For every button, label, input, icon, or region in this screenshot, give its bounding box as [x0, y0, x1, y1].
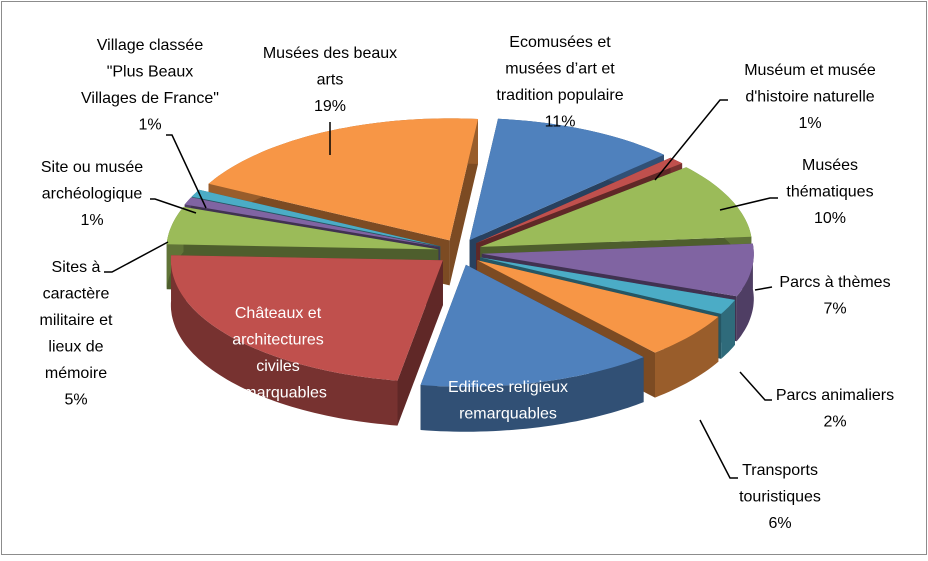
- slice: [166, 206, 439, 250]
- category-label: Parcs animaliers: [776, 387, 894, 404]
- value-label: 1%: [798, 115, 821, 132]
- value-label: 2%: [823, 414, 846, 431]
- slice: [191, 189, 441, 247]
- slice-wall: [170, 255, 398, 426]
- category-label: Ecomusées et musées d’art et tradition pop…: [496, 34, 623, 104]
- value-label: 11%: [545, 114, 576, 131]
- value-label: 7%: [823, 301, 846, 318]
- pie: [166, 118, 754, 432]
- slice: [469, 118, 664, 241]
- category-label: Sites à caractère militaire et lieux de mémo…: [40, 259, 113, 382]
- slice: [481, 243, 754, 297]
- leader-line: [739, 371, 772, 401]
- slice: [480, 257, 735, 314]
- slice-wall: [420, 357, 644, 432]
- category-label: Site ou musée archéologique: [41, 159, 143, 203]
- value-label: 19%: [314, 98, 346, 115]
- category-label: Edifices religieux remarquables: [448, 379, 568, 423]
- value-label: 5%: [64, 392, 87, 409]
- value-label: 10%: [814, 210, 846, 227]
- leader-line: [104, 241, 169, 273]
- leader-line: [654, 99, 728, 181]
- value-label: 1%: [138, 117, 161, 134]
- slice-wall: [655, 316, 719, 398]
- value-label: 1%: [80, 212, 103, 229]
- slice: [480, 167, 752, 247]
- leader-line: [699, 419, 738, 479]
- leader-line: [166, 134, 207, 209]
- leader-line: [150, 198, 197, 214]
- category-label: Village classée "Plus Beaux Villages de Fr…: [81, 37, 219, 107]
- slice: [476, 157, 683, 244]
- value-label: 6%: [768, 515, 791, 532]
- category-label: Parcs à thèmes: [779, 274, 890, 291]
- value-label: 14%: [492, 432, 524, 449]
- slice-wall: [736, 243, 754, 342]
- slice: [420, 264, 644, 387]
- category-label: Châteaux et architectures civiles remarquab…: [229, 305, 327, 402]
- category-label: Musées des beaux arts: [263, 45, 397, 89]
- labels: Ecomusées et musées d’art et tradition pop…: [40, 34, 895, 532]
- leader-line: [754, 286, 773, 291]
- slice: [208, 118, 478, 241]
- slice: [170, 255, 443, 381]
- value-label: 23%: [262, 411, 294, 428]
- slice: [477, 260, 719, 353]
- slice-wall: [721, 299, 735, 359]
- category-label: Muséum et musée d'histoire naturelle: [744, 62, 876, 106]
- category-label: Musées thématiques: [786, 157, 873, 201]
- slice: [184, 197, 440, 247]
- category-label: Transports touristiques: [739, 462, 821, 506]
- leader-line: [719, 197, 778, 211]
